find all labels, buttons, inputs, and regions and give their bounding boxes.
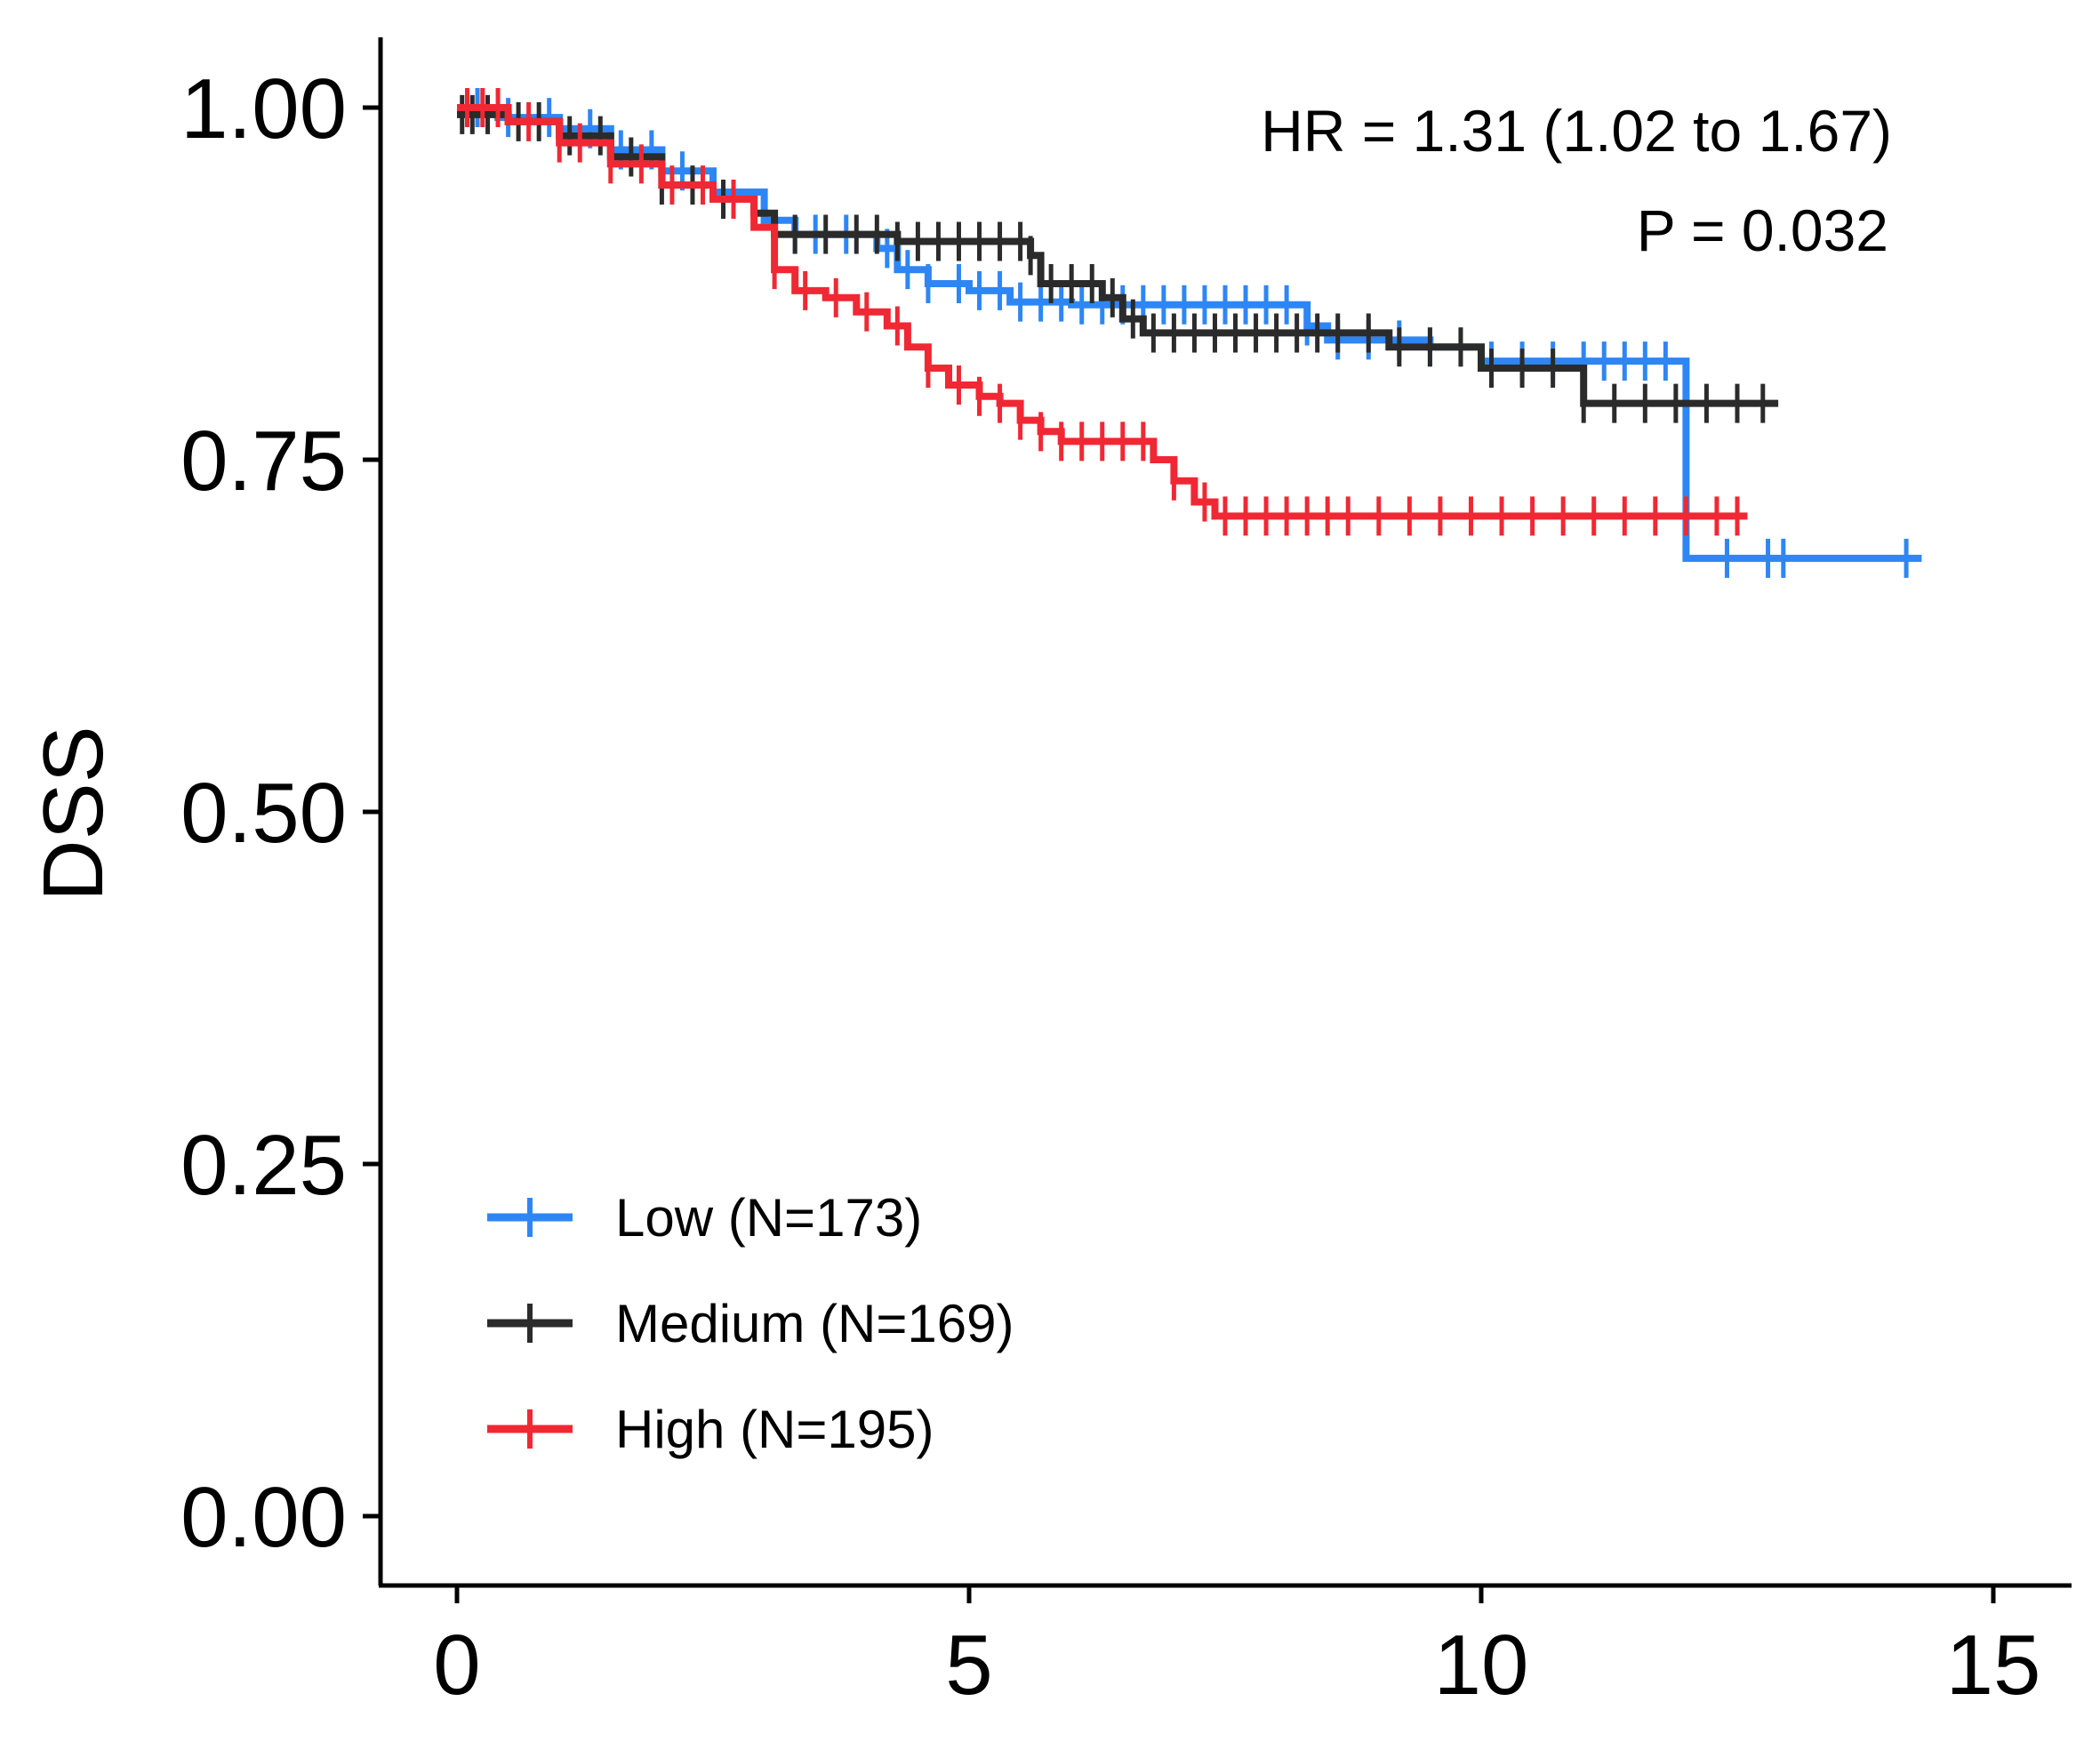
legend-item-high: High (N=195) (487, 1400, 934, 1459)
legend-label-medium: Medium (N=169) (615, 1294, 1014, 1353)
p-value-annotation: P = 0.032 (1637, 197, 1888, 263)
x-tick-label: 15 (1946, 1618, 2041, 1713)
y-tick-label: 0.75 (180, 413, 347, 509)
x-tick-label: 10 (1434, 1618, 1529, 1713)
y-tick-label: 1.00 (180, 61, 347, 157)
y-tick-label: 0.25 (180, 1118, 347, 1213)
legend-item-low: Low (N=173) (487, 1188, 922, 1248)
hr-annotation: HR = 1.31 (1.02 to 1.67) (1261, 98, 1892, 164)
y-axis-title: DSS (26, 726, 121, 901)
survival-curve-high (457, 104, 1748, 520)
legend: Low (N=173) Medium (N=169) High (N=195) (487, 1188, 1014, 1459)
ticks: 0.00 0.25 0.50 0.75 1.00 0 5 10 15 (180, 61, 2040, 1713)
series-high (457, 88, 1748, 536)
x-tick-label: 5 (945, 1618, 992, 1713)
legend-label-low: Low (N=173) (615, 1188, 922, 1248)
series-layer (457, 88, 1922, 578)
y-tick-label: 0.50 (180, 766, 347, 861)
y-tick-label: 0.00 (180, 1470, 347, 1565)
legend-item-medium: Medium (N=169) (487, 1294, 1014, 1353)
legend-label-high: High (N=195) (615, 1400, 934, 1459)
x-tick-label: 0 (433, 1618, 480, 1713)
